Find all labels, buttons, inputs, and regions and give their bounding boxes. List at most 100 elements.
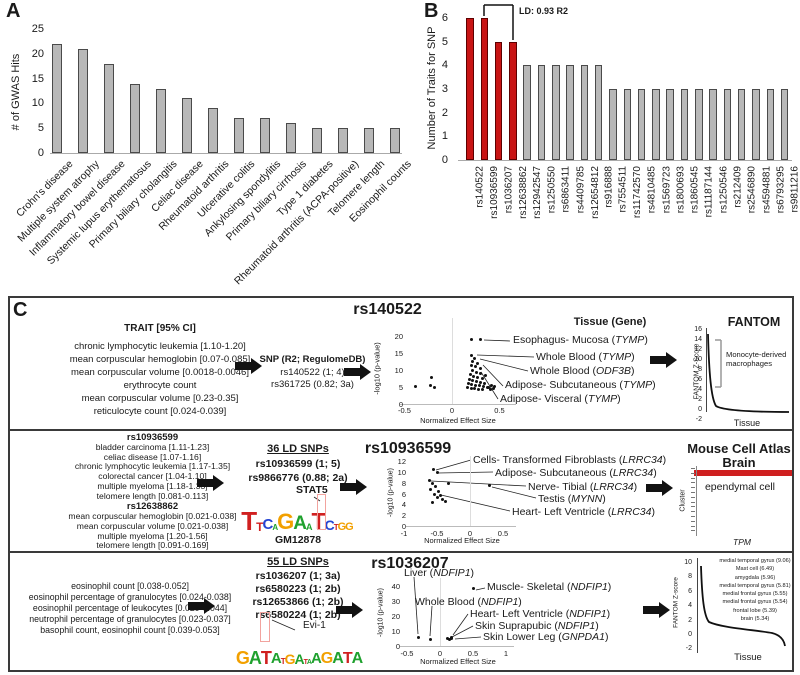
gwas-x-axis-line (50, 153, 402, 154)
mouse-atlas-y-axis-line (696, 466, 697, 536)
scatter2-zero-line (470, 456, 471, 526)
motif-letter: A (332, 650, 344, 668)
gene-name: LRRC34 (593, 481, 634, 493)
scatter1-x-axis (400, 404, 516, 405)
gwas-y-tick: 25 (31, 23, 44, 35)
scatter-y-tick: 4 (401, 500, 406, 510)
gwas-bar (156, 88, 166, 153)
scatter-point (434, 485, 438, 489)
traits-x-tick-label: rs9811216 (789, 166, 800, 213)
scatter-point (429, 376, 433, 380)
flow-arrow-icon (646, 480, 673, 496)
scatter-point (474, 383, 478, 387)
gwas-bar (52, 43, 62, 153)
scatter-point (488, 387, 492, 391)
scatter-point (490, 384, 494, 388)
scatter-point (483, 373, 487, 377)
traits-x-tick-label: rs1860545 (689, 166, 701, 214)
fantom3-y-tick: 6 (688, 587, 692, 595)
gwas-bar (312, 128, 322, 153)
tissue-gene-label: Whole Blood (TYMP) (536, 351, 635, 363)
tissue-gene-label: Adipose- Subcutaneous (TYMP) (505, 379, 656, 391)
tissue-gene-label: Heart- Left Ventricle (LRRC34) (512, 506, 655, 518)
fantom1-y-tick: 14 (694, 336, 702, 343)
motif-letter: T (333, 523, 339, 533)
scatter-point (441, 498, 445, 502)
gwas-bar (260, 118, 270, 153)
traits-x-tick-label: rs4409785 (575, 166, 587, 214)
ld-annotation: LD: 0.93 R2 (519, 6, 569, 16)
motif-letter: A (310, 650, 322, 668)
scatter-point (471, 378, 475, 382)
scatter-point (471, 359, 475, 363)
scatter-point (470, 338, 474, 342)
tissue-gene-label: Liver (NDFIP1) (404, 567, 475, 579)
cluster-tick (691, 477, 695, 479)
traits-x-tick-label: rs6863411 (560, 166, 572, 213)
traits-bar (780, 88, 789, 160)
list-item: Mast cell (6.49) (735, 566, 775, 573)
scatter-point (428, 638, 432, 642)
fantom1-y-tick: 6 (698, 376, 702, 383)
scatter-point (471, 587, 475, 591)
tissue-gene-label: Esophagus- Mucosa (TYMP) (513, 334, 648, 346)
motif-letter: T (256, 519, 263, 534)
list-item: frontal lobe (5.39) (733, 607, 777, 614)
scatter-y-tick: 20 (391, 611, 400, 621)
traits-bar (523, 65, 531, 160)
row1-snp-header: SNP (R2; RegulomeDB) (259, 354, 366, 365)
scatter-point (473, 387, 477, 391)
scatter-point (479, 380, 482, 384)
scatter2-x-label: Normalized Effect Size (424, 536, 500, 545)
gwas-bar (390, 128, 400, 153)
cluster-tick (691, 530, 695, 532)
scatter-point (433, 386, 437, 390)
scatter-x-tick: 0 (437, 649, 443, 658)
traits-bar (752, 88, 760, 160)
scatter-point (486, 385, 490, 389)
row1-trait-header: TRAIT [95% CI] (124, 323, 196, 334)
gene-name: MYNN (571, 493, 603, 505)
stat5-snp-highlight-box (317, 494, 326, 530)
traits-bar (594, 65, 603, 160)
scatter-y-tick: 0 (395, 642, 400, 651)
list-item: telomere length [0.091-0.169] (96, 540, 209, 551)
traits-y-tick: 5 (441, 35, 448, 48)
mouse-atlas-x-label: TPM (733, 537, 751, 547)
traits-x-tick-label: rs1569723 (660, 166, 672, 214)
fantom3-y-tick: 2 (688, 616, 692, 624)
traits-x-tick-label: rs11742570 (632, 166, 644, 219)
motif-letter: G (284, 651, 296, 668)
scatter-point (476, 375, 480, 379)
gwas-y-tick: 15 (31, 72, 44, 85)
list-item: colorectal cancer [1.04-1.10] (98, 471, 207, 482)
scatter1-zero-line (452, 318, 453, 404)
scatter-x-tick: 1 (503, 649, 509, 658)
gwas-bar (182, 98, 192, 153)
scatter-point (444, 499, 448, 503)
row2-group-header: rs12638862 (126, 501, 179, 513)
fantom3-y-axis-line (697, 558, 698, 653)
fantom3-x-label: Tissue (734, 652, 762, 663)
list-item: rs1036207 (1; 3a) (255, 570, 341, 582)
tissue-gene-label: Skin Suprapubic (NDFIP1) (475, 620, 599, 632)
fantom1-y-tick: 10 (694, 356, 702, 363)
tissue-gene-label: Adipose- Subcutaneous (LRRC34) (495, 467, 657, 479)
cluster-tick (691, 492, 695, 493)
list-item: reticulocyte count [0.024-0.039] (93, 406, 227, 417)
traits-x-tick-label: rs7554511 (618, 166, 629, 213)
fantom1-y-tick: 4 (698, 386, 702, 393)
scatter3-x-label: Normalized Effect Size (420, 657, 496, 666)
traits-x-tick-label: rs10936599 (489, 166, 501, 219)
traits-bar (637, 88, 646, 160)
scatter2-x-axis (406, 526, 516, 527)
fantom3-y-tick: -2 (685, 645, 692, 653)
traits-y-tick: 1 (441, 130, 448, 143)
motif-letter: A (306, 522, 312, 533)
fantom1-y-axis-line (706, 328, 707, 412)
scatter-point (477, 387, 481, 391)
traits-bar (494, 41, 503, 160)
scatter1-title: rs140522 (353, 301, 422, 318)
